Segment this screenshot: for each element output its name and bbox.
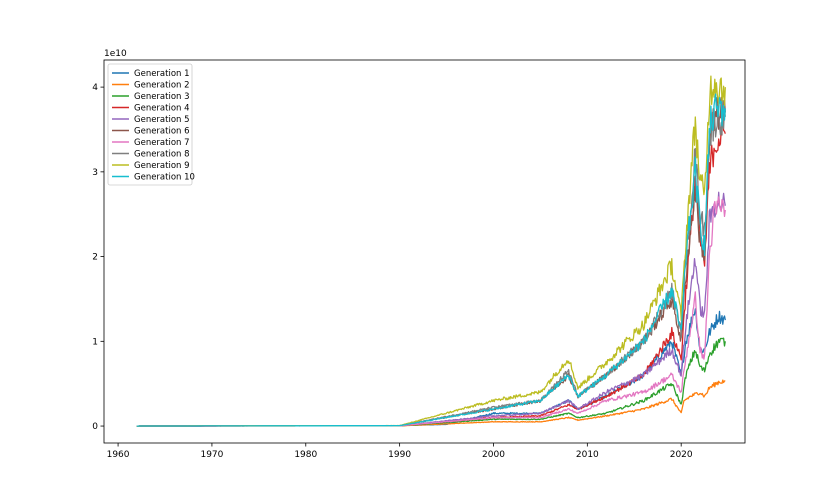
legend-entry: Generation 9 [134,161,190,171]
x-tick-label: 2020 [670,450,693,460]
legend-entry: Generation 5 [134,115,190,125]
legend-entry: Generation 1 [134,69,190,79]
legend-entry: Generation 2 [134,81,190,91]
legend-entry: Generation 8 [134,150,190,160]
series-line-4 [136,120,726,427]
y-tick-label: 2 [92,253,98,263]
x-axis: 1960 1970 1980 1990 2000 2010 2020 [107,443,693,460]
y-tick-label: 4 [92,83,98,93]
x-tick-label: 1960 [107,450,130,460]
series-line-9 [136,75,726,427]
legend-entry: Generation 7 [134,138,190,148]
y-tick-label: 3 [92,168,98,178]
legend-entry: Generation 6 [134,127,190,137]
legend-entry: Generation 4 [134,104,190,114]
series-line-7 [136,196,726,427]
y-tick-label: 1 [92,337,98,347]
y-axis-offset-label: 1e10 [104,49,127,59]
y-tick-label: 0 [92,422,98,432]
x-tick-label: 2000 [482,450,505,460]
series-line-5 [136,191,726,427]
x-tick-label: 1990 [388,450,411,460]
legend-entry: Generation 3 [134,92,190,102]
x-tick-label: 2010 [576,450,599,460]
legend-box [107,63,193,186]
x-tick-label: 1970 [200,450,223,460]
series-line-1 [136,308,726,427]
x-tick-label: 1980 [294,450,317,460]
legend-entry: Generation 10 [134,173,195,183]
series-line-10 [136,93,726,427]
series-layer [136,75,726,427]
plot-frame [103,59,746,444]
y-axis: 0 1 2 3 4 [92,83,104,432]
